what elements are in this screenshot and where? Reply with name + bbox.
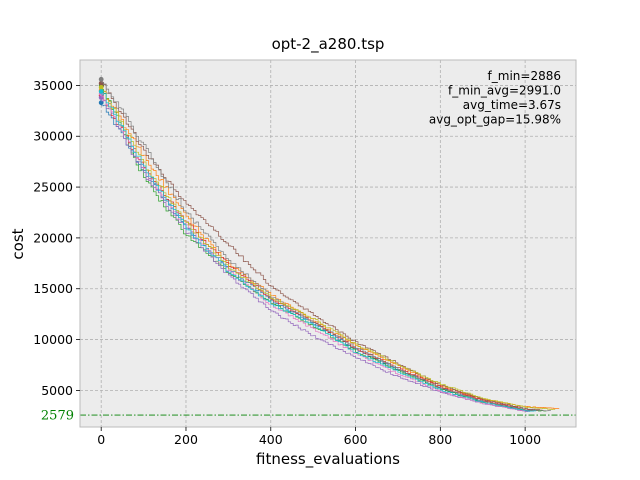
stats-annotation: avg_opt_gap=15.98% — [429, 113, 561, 127]
x-tick-label: 200 — [174, 432, 198, 447]
plot-area — [80, 60, 576, 427]
y-tick-label: 15000 — [33, 281, 73, 296]
y-tick-label: 5000 — [41, 383, 73, 398]
plot-frame — [79, 59, 577, 428]
stats-annotation: f_min_avg=2991.0 — [448, 84, 561, 98]
series-line — [101, 98, 539, 411]
y-tick-label: 35000 — [33, 78, 73, 93]
series-line — [101, 93, 537, 412]
series-start-point — [98, 89, 104, 94]
y-tick-label: 25000 — [33, 180, 73, 195]
optimal-cost-label: 2579 — [41, 409, 74, 424]
stats-annotation: f_min=2886 — [488, 69, 561, 83]
chart-title: opt-2_a280.tsp — [272, 35, 385, 54]
series-start-point — [98, 85, 104, 90]
series-line — [101, 81, 551, 412]
y-axis-label: cost — [9, 228, 27, 259]
x-tick-label: 800 — [428, 432, 452, 447]
x-tick-label: 1000 — [509, 432, 541, 447]
x-tick-label: 600 — [344, 432, 368, 447]
series-start-point — [98, 100, 104, 106]
series-start-point — [98, 76, 104, 82]
x-tick-label: 400 — [259, 432, 283, 447]
y-tick-label: 10000 — [33, 332, 73, 347]
series-line — [101, 90, 556, 410]
x-tick-label: 0 — [97, 432, 105, 447]
y-tick-label: 20000 — [33, 230, 73, 245]
series-line — [101, 96, 526, 412]
x-axis-label: fitness_evaluations — [256, 450, 400, 469]
stats-annotation: avg_time=3.67s — [463, 98, 561, 112]
y-tick-label: 30000 — [33, 129, 73, 144]
series-line — [101, 84, 543, 411]
series-start-point — [98, 95, 104, 101]
